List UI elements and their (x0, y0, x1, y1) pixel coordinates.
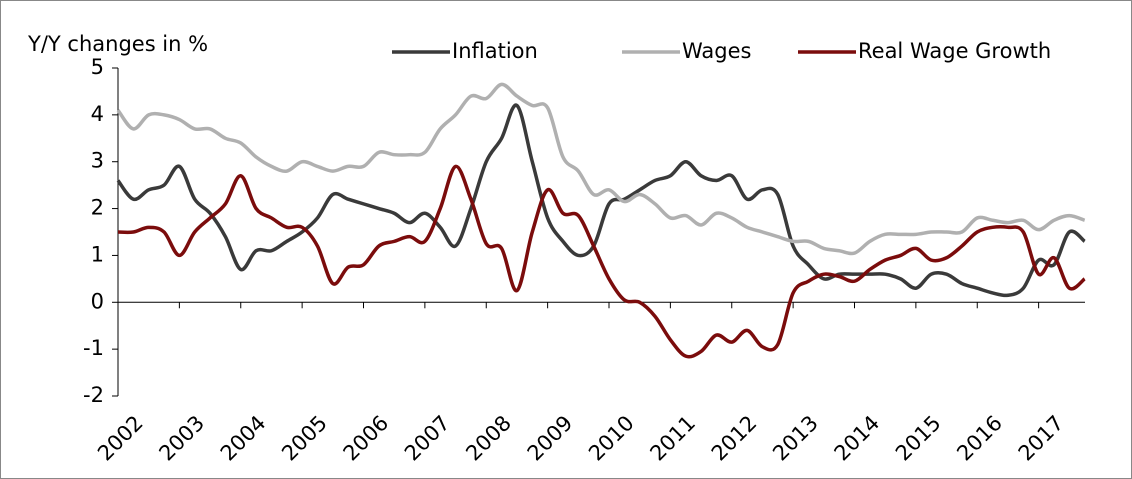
y-tick-label: 1 (91, 242, 104, 266)
y-tick-label: 5 (91, 55, 104, 79)
y-tick-label: 4 (91, 102, 104, 126)
y-tick-label: 3 (91, 149, 104, 173)
series-line (116, 103, 1086, 298)
series-line (117, 164, 1086, 359)
y-tick-label: 0 (91, 289, 104, 313)
series-line (116, 82, 1086, 256)
y-tick-label: -2 (83, 383, 104, 407)
legend-label: Real Wage Growth (858, 39, 1051, 63)
legend-label: Inflation (452, 39, 538, 63)
y-tick-label: -1 (83, 336, 104, 360)
y-tick-label: 2 (91, 196, 104, 220)
legend-label: Wages (682, 39, 751, 63)
y-axis-label: Y/Y changes in % (27, 32, 208, 56)
